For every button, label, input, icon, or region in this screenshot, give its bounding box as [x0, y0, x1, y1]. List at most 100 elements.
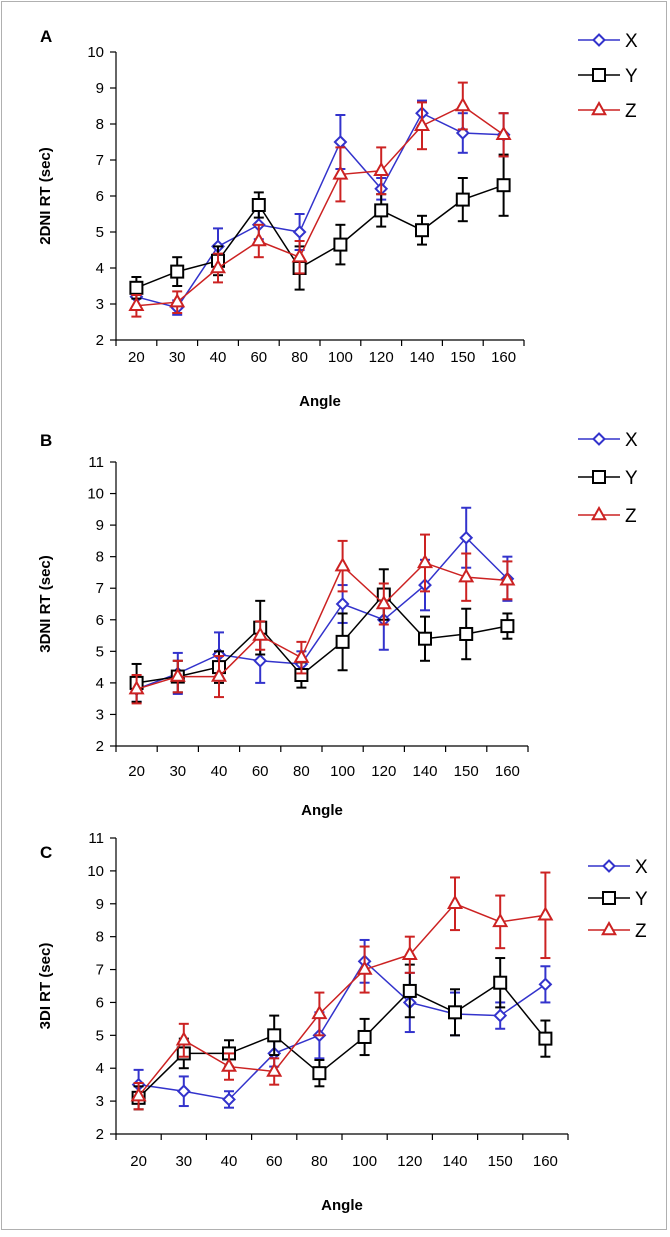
- data-point: [537, 906, 554, 921]
- legend-label: X: [635, 857, 648, 878]
- data-point: [538, 1031, 553, 1046]
- data-point: [129, 280, 144, 295]
- x-tick-label: 160: [533, 1153, 558, 1170]
- x-tick-label: 80: [311, 1153, 328, 1170]
- legend-item-z: Z: [588, 920, 647, 942]
- y-tick-label: 4: [96, 1060, 104, 1077]
- data-point: [170, 264, 185, 279]
- x-tick-label: 20: [128, 763, 145, 780]
- data-point: [312, 1066, 327, 1081]
- legend-label: Z: [625, 101, 637, 122]
- data-point: [401, 945, 418, 960]
- series-line: [136, 112, 504, 309]
- series-line: [138, 960, 546, 1101]
- series-line: [136, 536, 508, 690]
- legend-label: Z: [635, 921, 647, 942]
- y-tick-label: 10: [87, 486, 104, 503]
- x-tick-label: 100: [330, 763, 355, 780]
- data-point: [416, 553, 434, 569]
- legend-marker: [590, 505, 608, 521]
- data-point: [222, 1092, 236, 1107]
- x-tick-label: 20: [130, 1153, 147, 1170]
- data-point: [499, 571, 516, 586]
- series-z: [128, 81, 512, 318]
- y-tick-label: 2: [96, 1126, 104, 1143]
- y-tick-label: 3: [96, 706, 104, 723]
- x-tick-label: 60: [252, 763, 269, 780]
- legend-marker: [592, 470, 606, 484]
- legend-item-y: Y: [588, 889, 648, 910]
- data-point: [252, 626, 269, 641]
- x-tick-label: 140: [412, 763, 437, 780]
- legend-item-x: X: [588, 857, 648, 878]
- series-z: [130, 871, 554, 1111]
- x-tick-label: 60: [250, 349, 267, 366]
- y-tick-label: 6: [96, 188, 104, 205]
- x-tick-label: 120: [369, 349, 394, 366]
- data-point: [169, 667, 186, 682]
- x-tick-label: 150: [450, 349, 475, 366]
- x-tick-label: 120: [371, 763, 396, 780]
- series-line: [136, 184, 504, 289]
- data-point: [500, 619, 515, 634]
- legend-item-y: Y: [578, 468, 638, 489]
- x-tick-label: 40: [210, 349, 227, 366]
- data-point: [374, 203, 389, 218]
- legend-label: Z: [625, 506, 637, 527]
- y-axis-title: 2DNI RT (sec): [37, 147, 54, 245]
- y-tick-label: 3: [96, 1093, 104, 1110]
- data-point: [538, 977, 553, 992]
- data-point: [128, 680, 145, 695]
- y-tick-label: 3: [96, 296, 104, 313]
- data-point: [458, 568, 475, 583]
- data-point: [293, 648, 310, 663]
- data-point: [251, 198, 266, 212]
- data-point: [455, 192, 470, 207]
- data-point: [402, 983, 417, 998]
- data-point: [492, 912, 509, 928]
- y-tick-label: 10: [87, 863, 104, 880]
- legend-marker: [590, 100, 608, 116]
- data-point: [418, 631, 432, 646]
- series-y: [129, 153, 511, 300]
- data-point: [459, 626, 474, 641]
- x-axis-title: Angle: [321, 1197, 363, 1214]
- data-point: [210, 667, 228, 682]
- chart-panel-b: B 2 3 4 5 6 7 8 9 10 11 20 30 40 60 80 100 120 140 150 160 An…: [37, 430, 638, 819]
- y-tick-label: 5: [96, 1027, 104, 1044]
- data-point: [334, 557, 351, 572]
- data-point: [267, 1028, 282, 1043]
- data-point: [495, 125, 512, 140]
- x-axis-title: Angle: [299, 393, 341, 410]
- x-tick-label: 20: [128, 349, 145, 366]
- data-point: [176, 1084, 191, 1099]
- x-tick-label: 140: [442, 1153, 467, 1170]
- y-tick-label: 5: [96, 643, 104, 660]
- x-tick-label: 120: [397, 1153, 422, 1170]
- x-tick-label: 100: [352, 1153, 377, 1170]
- y-tick-label: 9: [96, 896, 104, 913]
- data-point: [454, 96, 471, 112]
- data-point: [335, 634, 350, 649]
- panel-letter: C: [40, 843, 52, 862]
- y-tick-label: 8: [96, 116, 104, 133]
- data-point: [209, 258, 227, 274]
- data-point: [493, 975, 508, 990]
- y-tick-label: 2: [96, 738, 104, 755]
- data-point: [220, 1057, 238, 1072]
- data-point: [291, 248, 308, 263]
- series-z: [128, 533, 516, 705]
- x-axis-title: Angle: [301, 802, 343, 819]
- legend-label: Y: [625, 468, 638, 489]
- data-point: [292, 225, 307, 239]
- y-tick-label: 11: [88, 454, 104, 471]
- y-tick-label: 9: [96, 80, 104, 97]
- y-tick-label: 7: [96, 152, 104, 169]
- y-tick-label: 2: [96, 332, 104, 349]
- x-tick-label: 30: [169, 349, 186, 366]
- data-point: [266, 1062, 283, 1077]
- legend-marker: [592, 68, 606, 82]
- x-tick-label: 160: [491, 349, 516, 366]
- data-point: [357, 1029, 372, 1044]
